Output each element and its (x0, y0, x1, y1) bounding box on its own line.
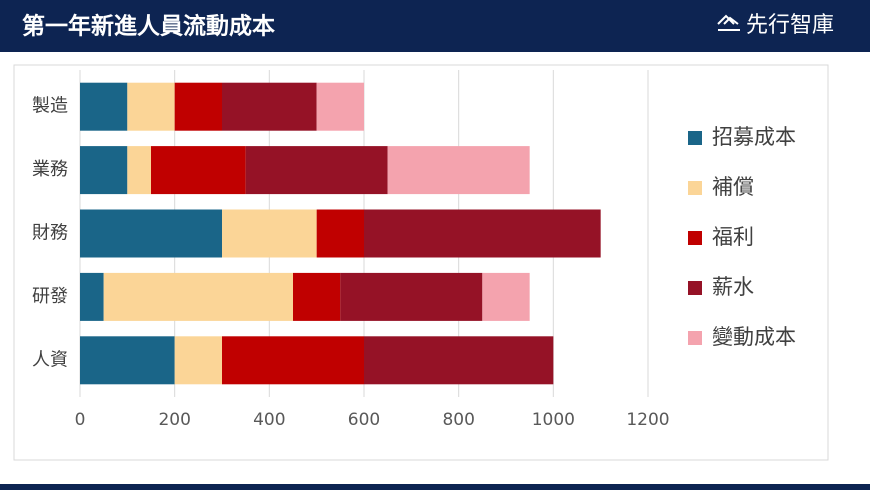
bar-segment (364, 336, 554, 385)
bar-segment (293, 272, 341, 321)
x-tick-label: 600 (348, 410, 380, 430)
bar-segment (316, 209, 364, 258)
bar-segment (80, 82, 128, 131)
bar-segment (151, 146, 246, 195)
bar-segment (80, 272, 104, 321)
x-tick-label: 0 (75, 410, 86, 430)
bar-segment (103, 272, 294, 321)
footer-bar (0, 484, 870, 490)
logo-icon (717, 14, 740, 31)
bar-segment (245, 146, 388, 195)
y-tick-label: 人資 (32, 349, 68, 370)
legend-swatch (688, 181, 702, 195)
chart-panel (13, 64, 829, 461)
legend-swatch (688, 231, 702, 245)
x-tick-label: 400 (253, 410, 285, 430)
bar-segment (364, 209, 601, 258)
header-title: 第一年新進人員流動成本 (22, 13, 275, 40)
x-tick-label: 1000 (532, 410, 575, 430)
bar-segment (127, 82, 175, 131)
legend-label: 福利 (712, 225, 754, 249)
bar-segment (222, 336, 364, 385)
y-tick-label: 財務 (32, 223, 68, 244)
legend-label: 薪水 (712, 275, 754, 299)
bar-segment (80, 209, 222, 258)
x-tick-label: 800 (442, 410, 474, 430)
bar-segment (222, 82, 317, 131)
y-tick-label: 研發 (32, 286, 68, 307)
bar-segment (340, 272, 483, 321)
legend-swatch (688, 331, 702, 345)
bar-segment (482, 272, 530, 321)
bar-segment (222, 209, 317, 258)
bar-segment (127, 146, 151, 195)
bar-segment (387, 146, 530, 195)
y-tick-label: 製造 (32, 96, 68, 117)
legend-label: 變動成本 (712, 325, 796, 349)
bar-segment (174, 336, 222, 385)
bar-segment (316, 82, 364, 131)
bar-segment (80, 146, 128, 195)
y-tick-label: 業務 (32, 159, 68, 180)
bar-segment (174, 82, 222, 131)
x-tick-label: 1200 (626, 410, 669, 430)
legend-swatch (688, 281, 702, 295)
legend-label: 補償 (712, 175, 754, 199)
legend-swatch (688, 131, 702, 145)
bar-segment (80, 336, 175, 385)
header-bar (0, 0, 870, 52)
legend-label: 招募成本 (712, 125, 796, 149)
logo-text: 先行智庫 (746, 13, 834, 38)
x-tick-label: 200 (158, 410, 190, 430)
